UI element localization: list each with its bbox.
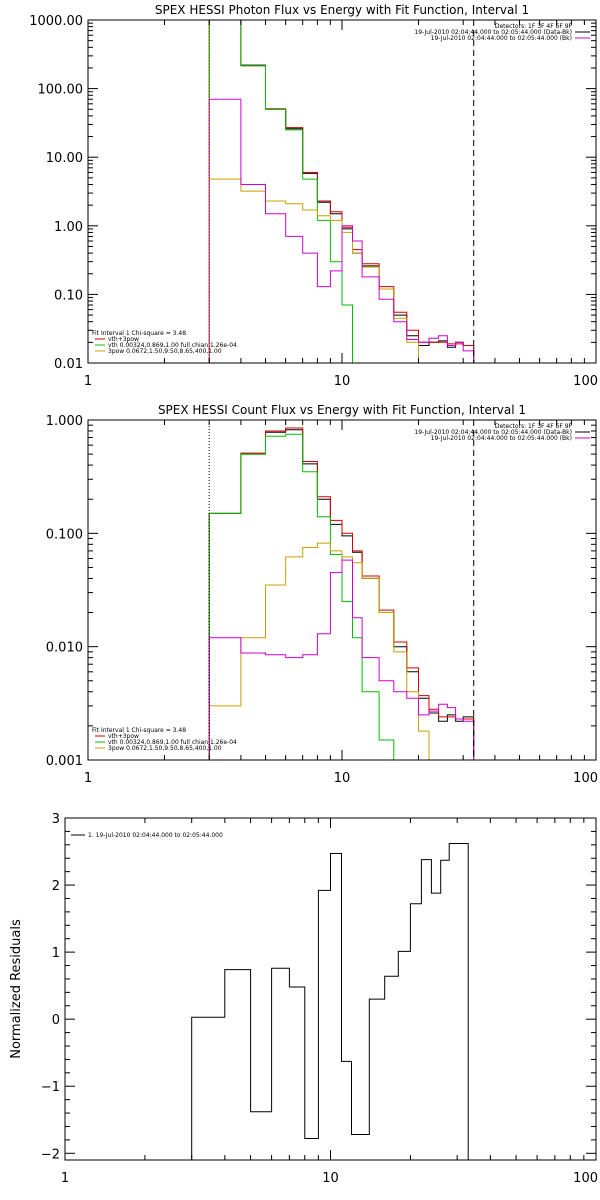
legend-top-entry: Detectors: 1F 3F 4F 6F 9F [495,23,573,30]
y-tick-label: 0.010 [46,641,83,656]
legend-bottom-entry: vth+3pow [108,733,139,740]
y-tick-label: 0.100 [46,527,83,542]
legend-bottom-entry: vth 0.00324,0.869,1.00 full chian 1.26e-… [108,342,237,349]
x-tick-label: 1 [84,374,92,389]
legend-bottom-entry: Fit Interval 1 Chi-square = 3.48 [92,330,186,337]
x-tick-label: 10 [334,374,351,389]
legend-top-entry: 19-Jul-2010 02:04:44.000 to 02:05:44.000… [431,435,572,442]
x-tick-label: 100 [573,771,598,786]
y-tick-label: −1 [41,1080,60,1095]
series-line-3 [208,433,395,760]
legend-top-entry: 19-Jul-2010 02:04:44.000 to 02:05:44.000… [431,35,572,42]
y-tick-label: 1000.00 [29,14,83,29]
y-tick-label: −2 [41,1147,60,1162]
y-tick-label: 1 [52,946,60,961]
series-line-1 [208,429,475,760]
legend-top-entry: Detectors: 1F 3F 4F 6F 9F [495,423,573,430]
legend-bottom-entry: vth 0.00324,0.869,1.00 full chian 1.26e-… [108,739,237,746]
legend-bottom-entry: Fit Interval 1 Chi-square = 3.48 [92,727,186,734]
legend-bottom-entry: vth+3pow [108,336,139,343]
x-tick-label: 1 [61,1171,69,1186]
y-tick-label: 10.00 [46,151,83,166]
panel-1 [87,19,597,364]
x-tick-label: 1 [84,771,92,786]
chart-title: SPEX HESSI Photon Flux vs Energy with Fi… [155,3,529,17]
y-axis-label: Normalized Residuals [9,919,24,1059]
x-tick-label: 100 [573,1171,598,1186]
series-line-1 [208,20,475,363]
panel-2 [87,419,597,761]
y-tick-label: 0.10 [54,288,83,303]
panel-3 [64,817,597,1161]
y-tick-label: 2 [52,879,60,894]
series-line-4 [208,542,430,760]
series-line-5 [208,559,475,760]
y-tick-label: 1.00 [54,220,83,235]
series-line-4 [208,178,419,363]
legend-bottom-entry: 3pow 0.0672,1.50,9.50,8.65,400,1.00 [108,348,222,355]
x-tick-label: 100 [573,374,598,389]
series-line-1 [191,843,469,1160]
plot-frame [87,19,597,364]
legend-top-entry: 1. 19-Jul-2010 02:04:44.000 to 02:05:44.… [88,832,223,839]
legend-bottom-entry: 3pow 0.0672,1.50,9.50,8.65,400,1.00 [108,745,222,752]
x-tick-label: 10 [322,1171,339,1186]
series-line-5 [208,98,475,363]
chart-title: SPEX HESSI Count Flux vs Energy with Fit… [158,403,526,417]
y-tick-label: 3 [52,812,60,827]
y-tick-label: 0.001 [46,754,83,769]
y-tick-label: 100.00 [38,83,84,98]
series-line-3 [208,20,363,363]
y-tick-label: 0 [52,1013,60,1028]
legend-top-entry: 19-Jul-2010 02:04:44.000 to 02:05:44.000… [414,429,572,436]
legend-top-entry: 19-Jul-2010 02:04:44.000 to 02:05:44.000… [414,29,572,36]
y-tick-label: 1.000 [46,414,83,429]
series-line-2 [208,20,475,363]
x-tick-label: 10 [334,771,351,786]
series-line-2 [208,427,475,760]
y-tick-label: 0.01 [54,357,83,372]
